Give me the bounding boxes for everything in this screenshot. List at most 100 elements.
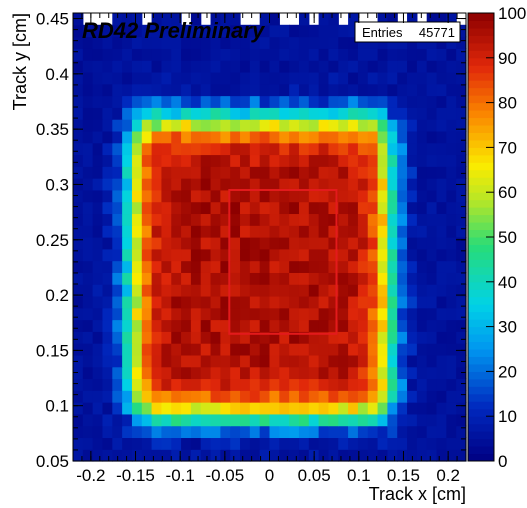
heatmap-cell (92, 201, 104, 215)
heatmap-cell (308, 225, 320, 238)
heatmap-cell (240, 272, 251, 285)
heatmap-cell (407, 437, 418, 450)
heatmap-cell (298, 284, 310, 297)
heatmap-cell (220, 295, 231, 309)
heatmap-cell (122, 48, 133, 61)
heatmap-cell (82, 83, 94, 97)
heatmap-cell (308, 48, 320, 61)
color-scale-segment (468, 162, 494, 171)
heatmap-cell (171, 142, 182, 156)
heatmap-cell (102, 402, 113, 415)
heatmap-cell (82, 378, 94, 391)
heatmap-cell (436, 331, 447, 344)
heatmap-cell (131, 378, 143, 391)
color-scale-segment (468, 341, 494, 350)
heatmap-cell (318, 307, 330, 321)
heatmap-cell (436, 95, 447, 108)
heatmap-cell (230, 307, 241, 321)
y-axis: 0.050.10.150.20.250.30.350.40.45 (36, 10, 466, 471)
heatmap-cell (151, 449, 163, 462)
heatmap-cell (279, 24, 290, 38)
heatmap-cell (259, 260, 271, 273)
heatmap-cell (181, 319, 192, 332)
heatmap-cell (259, 390, 271, 403)
heatmap-cell (82, 402, 94, 415)
heatmap-cell (131, 260, 143, 273)
heatmap-cell (220, 201, 231, 215)
heatmap-cell (446, 60, 457, 73)
heatmap-cell (377, 48, 388, 61)
heatmap-cell (416, 189, 428, 203)
heatmap-cell (357, 284, 369, 297)
heatmap-cell (308, 71, 320, 85)
heatmap-cell (220, 237, 231, 250)
heatmap-cell (377, 83, 388, 97)
heatmap-cell (298, 24, 310, 38)
heatmap-cell (426, 354, 438, 368)
heatmap-cell (259, 295, 271, 309)
heatmap-cell (279, 237, 290, 250)
heatmap-cell (122, 354, 133, 368)
heatmap-cell (151, 71, 163, 85)
heatmap-cell (92, 402, 104, 415)
heatmap-cell (190, 307, 202, 321)
heatmap-cell (328, 213, 339, 226)
heatmap-cell (298, 166, 310, 179)
heatmap-cell (190, 13, 202, 26)
heatmap-cell (210, 166, 221, 179)
heatmap-cell (446, 307, 457, 321)
heatmap-cell (397, 178, 408, 191)
heatmap-cell (357, 95, 369, 108)
heatmap-cell (289, 237, 300, 250)
heatmap-cell (190, 331, 202, 344)
heatmap-cell (151, 284, 163, 297)
heatmap-cell (181, 48, 192, 61)
heatmap-cell (112, 343, 123, 356)
heatmap-cell (230, 130, 241, 144)
heatmap-cell (259, 189, 271, 203)
heatmap-cell (102, 71, 113, 85)
heatmap-cell (348, 272, 359, 285)
heatmap-cell (112, 307, 123, 321)
heatmap-cell (298, 71, 310, 85)
heatmap-cell (308, 437, 320, 450)
heatmap-cell (131, 272, 143, 285)
heatmap-cell (230, 343, 241, 356)
heatmap-cell (92, 284, 104, 297)
heatmap-cell (357, 343, 369, 356)
heatmap-cell (298, 13, 310, 26)
heatmap-cell (141, 201, 153, 215)
heatmap-cell (249, 295, 261, 309)
heatmap-cell (259, 213, 271, 226)
heatmap-cell (102, 437, 113, 450)
heatmap-cell (161, 225, 172, 238)
color-scale-segment (468, 378, 494, 387)
heatmap-cell (161, 237, 172, 250)
heatmap-cell (102, 284, 113, 297)
heatmap-cell (249, 343, 261, 356)
heatmap-cell (308, 413, 320, 427)
heatmap-cell (131, 107, 143, 120)
heatmap-cell (328, 166, 339, 179)
heatmap-cell (348, 107, 359, 120)
heatmap-cell (73, 95, 84, 108)
heatmap-cell (357, 83, 369, 97)
heatmap-cell (240, 319, 251, 332)
heatmap-cell (220, 260, 231, 273)
heatmap-cell (73, 119, 84, 132)
heatmap-cell (230, 142, 241, 156)
heatmap-cell (338, 48, 349, 61)
heatmap-cell (131, 71, 143, 85)
heatmap-cell (230, 237, 241, 250)
heatmap-cell (181, 354, 192, 368)
heatmap-cell (348, 449, 359, 462)
heatmap-cell (181, 130, 192, 144)
heatmap-cell (210, 237, 221, 250)
heatmap-cell (308, 154, 320, 167)
heatmap-cell (308, 189, 320, 203)
heatmap-cell (82, 36, 94, 49)
heatmap-cell (181, 83, 192, 97)
color-scale-segment (468, 154, 494, 163)
heatmap-cell (240, 24, 251, 38)
